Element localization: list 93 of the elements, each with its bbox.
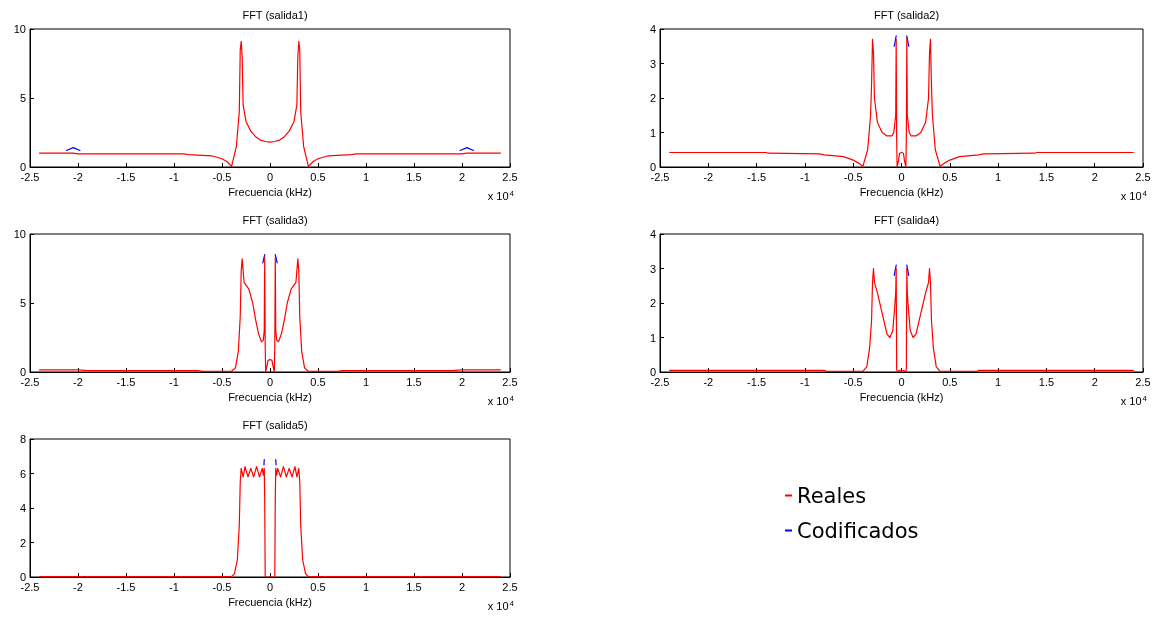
y-tick-label: 5 [19,297,26,309]
y-tick-label: 1 [649,126,656,139]
x-tick-label: 1.5 [1038,375,1055,388]
x-tick-label: 1.5 [406,170,422,183]
x-tick-label: -1.5 [116,580,136,593]
y-tick-label: 2 [649,297,656,309]
y-tick-label: 2 [19,536,26,549]
x-tick-label: 2.5 [1135,375,1151,388]
y-tick-label: 8 [19,433,26,445]
x-tick-label: 0.5 [942,170,958,183]
x-tick-label: 1 [362,170,370,183]
x-tick-label: -1.5 [116,170,136,183]
x-tick-label: 2 [458,170,466,183]
x-tick-label: -1 [800,375,810,388]
x-tick-label: -1.5 [116,375,136,388]
y-tick-label: 10 [13,23,26,35]
x-tick-label: -2.5 [20,170,40,183]
y-tick-label: 1 [649,331,656,344]
x-tick-label: 0.5 [310,170,326,183]
x-tick-label: -1 [169,580,179,593]
y-tick-label: 6 [19,467,26,480]
line-series [39,256,501,373]
x-tick-label: 2 [1091,375,1098,388]
x-tick-label: 1.5 [406,580,422,593]
x-tick-label: 2 [1091,170,1098,183]
x-tick-label: 0 [898,170,905,183]
x-tick-label: 0.5 [310,580,326,593]
x-tick-label: -2.5 [650,375,670,388]
line-series [39,466,501,578]
x-tick-label: -1 [800,170,810,183]
x-tick-label: 2 [458,580,466,593]
x-tick-label: -1.5 [747,170,767,183]
line-series [669,37,1134,168]
legend-label: Codificados [797,518,919,543]
x-tick-label: 2.5 [502,375,518,388]
x-tick-label: 2.5 [502,580,518,593]
x-tick-label: -2 [703,375,714,388]
x-tick-label: -1 [169,170,179,183]
chart-title: FFT (salida3) [242,213,308,226]
x-tick-label: 1 [362,375,370,388]
y-tick-label: 4 [649,228,656,240]
x-axis-title: Frecuencia (kHz) [228,596,312,609]
x-tick-label: -0.5 [212,170,232,183]
x-tick-label: -2 [73,580,83,593]
x-tick-label: -1 [169,375,179,388]
y-tick-label: 0 [19,366,26,378]
y-tick-label: 0 [649,366,656,378]
y-tick-label: 4 [19,502,26,514]
x-tick-label: -2 [73,170,83,183]
x-tick-label: 0 [266,170,274,183]
y-tick-label: 2 [649,92,656,104]
y-tick-label: 3 [649,57,656,70]
y-tick-label: 0 [19,571,26,583]
x-tick-label: 2.5 [502,170,518,183]
x-axis-title: Frecuencia (kHz) [859,391,944,404]
x-tick-label: -0.5 [843,170,863,183]
x-tick-label: 1.5 [406,375,422,388]
chart-title: FFT (salida2) [873,8,940,21]
line-series [669,267,1134,373]
chart-title: FFT (salida1) [242,8,308,21]
y-tick-label: 4 [649,23,656,35]
x-axis-title: Frecuencia (kHz) [859,186,944,199]
x-axis-title: Frecuencia (kHz) [228,391,312,404]
x-tick-label: 0.5 [942,375,958,388]
x-tick-label: -2 [73,375,83,388]
x-tick-label: 1 [362,580,370,593]
x-tick-label: -2 [703,170,714,183]
x-tick-label: 2 [458,375,466,388]
x-tick-label: 1.5 [1038,170,1055,183]
x-tick-label: -2.5 [20,580,40,593]
chart-title: FFT (salida4) [873,213,940,226]
y-tick-label: 3 [649,262,656,275]
x-tick-label: -2.5 [650,170,670,183]
y-tick-label: 10 [13,228,26,240]
x-tick-label: 0.5 [310,375,326,388]
x-tick-label: -2.5 [20,375,40,388]
chart-title: FFT (salida5) [242,418,308,431]
x-tick-label: 2.5 [1135,170,1151,183]
x-tick-label: -1.5 [747,375,767,388]
x-tick-label: -0.5 [843,375,863,388]
x-tick-label: -0.5 [212,580,232,593]
x-tick-label: 0 [266,580,274,593]
x-tick-label: -0.5 [212,375,232,388]
x-axis-title: Frecuencia (kHz) [228,186,312,199]
line-series [39,40,501,167]
legend-label: Reales [797,483,867,508]
x-tick-label: 1 [995,170,1002,183]
x-tick-label: 1 [995,375,1002,388]
y-tick-label: 0 [19,161,26,173]
x-tick-label: 0 [266,375,274,388]
y-tick-label: 5 [19,92,26,104]
x-tick-label: 0 [898,375,905,388]
y-tick-label: 0 [649,161,656,173]
